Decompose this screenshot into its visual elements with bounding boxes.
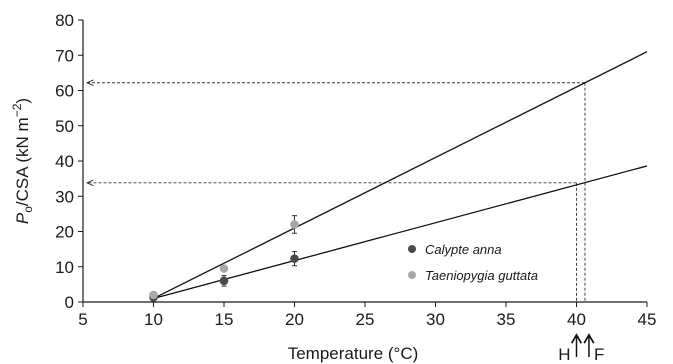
y-tick-label: 70 <box>55 46 74 65</box>
data-point <box>219 264 229 273</box>
y-tick-label: 10 <box>55 258 74 277</box>
legend-label: Taeniopygia guttata <box>425 268 538 283</box>
y-axis-title-close: ) <box>13 98 32 104</box>
x-tick-label: 10 <box>144 310 163 329</box>
x-tick-label: 45 <box>638 310 657 329</box>
data-point <box>290 220 299 229</box>
x-tick-label: 25 <box>356 310 375 329</box>
legend-label: Calypte anna <box>425 242 502 257</box>
x-tick-label: 5 <box>78 310 87 329</box>
x-tick-label: 40 <box>567 310 586 329</box>
fit-line <box>153 165 648 300</box>
y-tick-label: 60 <box>55 82 74 101</box>
y-axis-title-unit: /CSA (kN m <box>13 117 32 206</box>
x-tick-label: 35 <box>497 310 516 329</box>
data-point <box>219 276 229 286</box>
x-tick-label: 20 <box>285 310 304 329</box>
legend-marker <box>408 245 416 253</box>
fit-line <box>153 51 648 300</box>
x-tick-label: 30 <box>426 310 445 329</box>
data-point <box>290 254 299 263</box>
y-axis-title-sup: −2 <box>10 103 24 117</box>
y-axis-title-sub: o <box>21 206 35 213</box>
legend-marker <box>408 271 416 279</box>
y-axis-title: Po/CSA (kN m−2) <box>10 98 35 224</box>
y-tick-label: 40 <box>55 152 74 171</box>
x-axis-title: Temperature (°C) <box>288 344 419 363</box>
data-point <box>149 290 158 300</box>
marker-label: F <box>594 345 604 364</box>
y-tick-label: 0 <box>65 293 74 312</box>
y-tick-label: 50 <box>55 117 74 136</box>
y-axis-title-var: P <box>13 212 32 224</box>
x-tick-label: 15 <box>215 310 234 329</box>
y-tick-label: 30 <box>55 187 74 206</box>
y-tick-label: 20 <box>55 223 74 242</box>
y-tick-label: 80 <box>55 11 74 30</box>
marker-label: H <box>558 345 570 364</box>
